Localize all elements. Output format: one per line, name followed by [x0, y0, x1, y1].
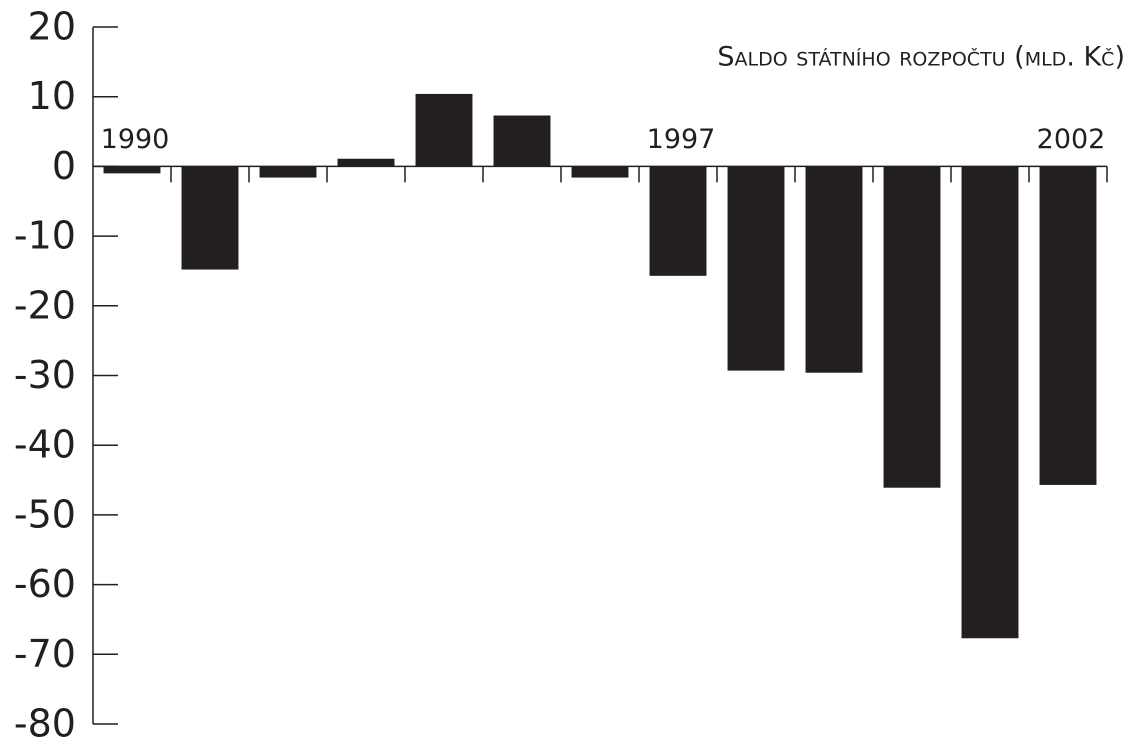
chart-title: Saldo státního rozpočtu (mld. Kč): [717, 42, 1125, 73]
bar: [181, 166, 239, 270]
x-tick-label: 1997: [647, 124, 716, 155]
y-tick-label: -80: [14, 702, 76, 744]
bar: [1039, 166, 1097, 485]
y-tick-label: 20: [28, 5, 76, 49]
y-tick-label: -70: [14, 632, 76, 676]
bar: [259, 166, 317, 178]
bar: [415, 93, 473, 167]
bar: [337, 158, 395, 167]
bar: [493, 115, 551, 167]
bar: [961, 166, 1019, 639]
y-tick-label: 0: [52, 144, 76, 188]
bar: [727, 166, 785, 371]
x-tick-label: 2002: [1037, 124, 1106, 155]
bar: [883, 166, 941, 488]
bar: [649, 166, 707, 276]
y-tick-label: -60: [14, 562, 76, 606]
y-tick-label: -30: [14, 353, 76, 397]
bar: [571, 166, 629, 178]
y-tick-label: 10: [28, 74, 76, 118]
bar: [805, 166, 863, 373]
y-tick-label: -10: [14, 214, 76, 258]
y-tick-label: -50: [14, 492, 76, 536]
bar: [103, 166, 161, 174]
x-tick-label: 1990: [101, 124, 170, 155]
y-tick-label: -40: [14, 423, 76, 467]
y-tick-label: -20: [14, 283, 76, 327]
